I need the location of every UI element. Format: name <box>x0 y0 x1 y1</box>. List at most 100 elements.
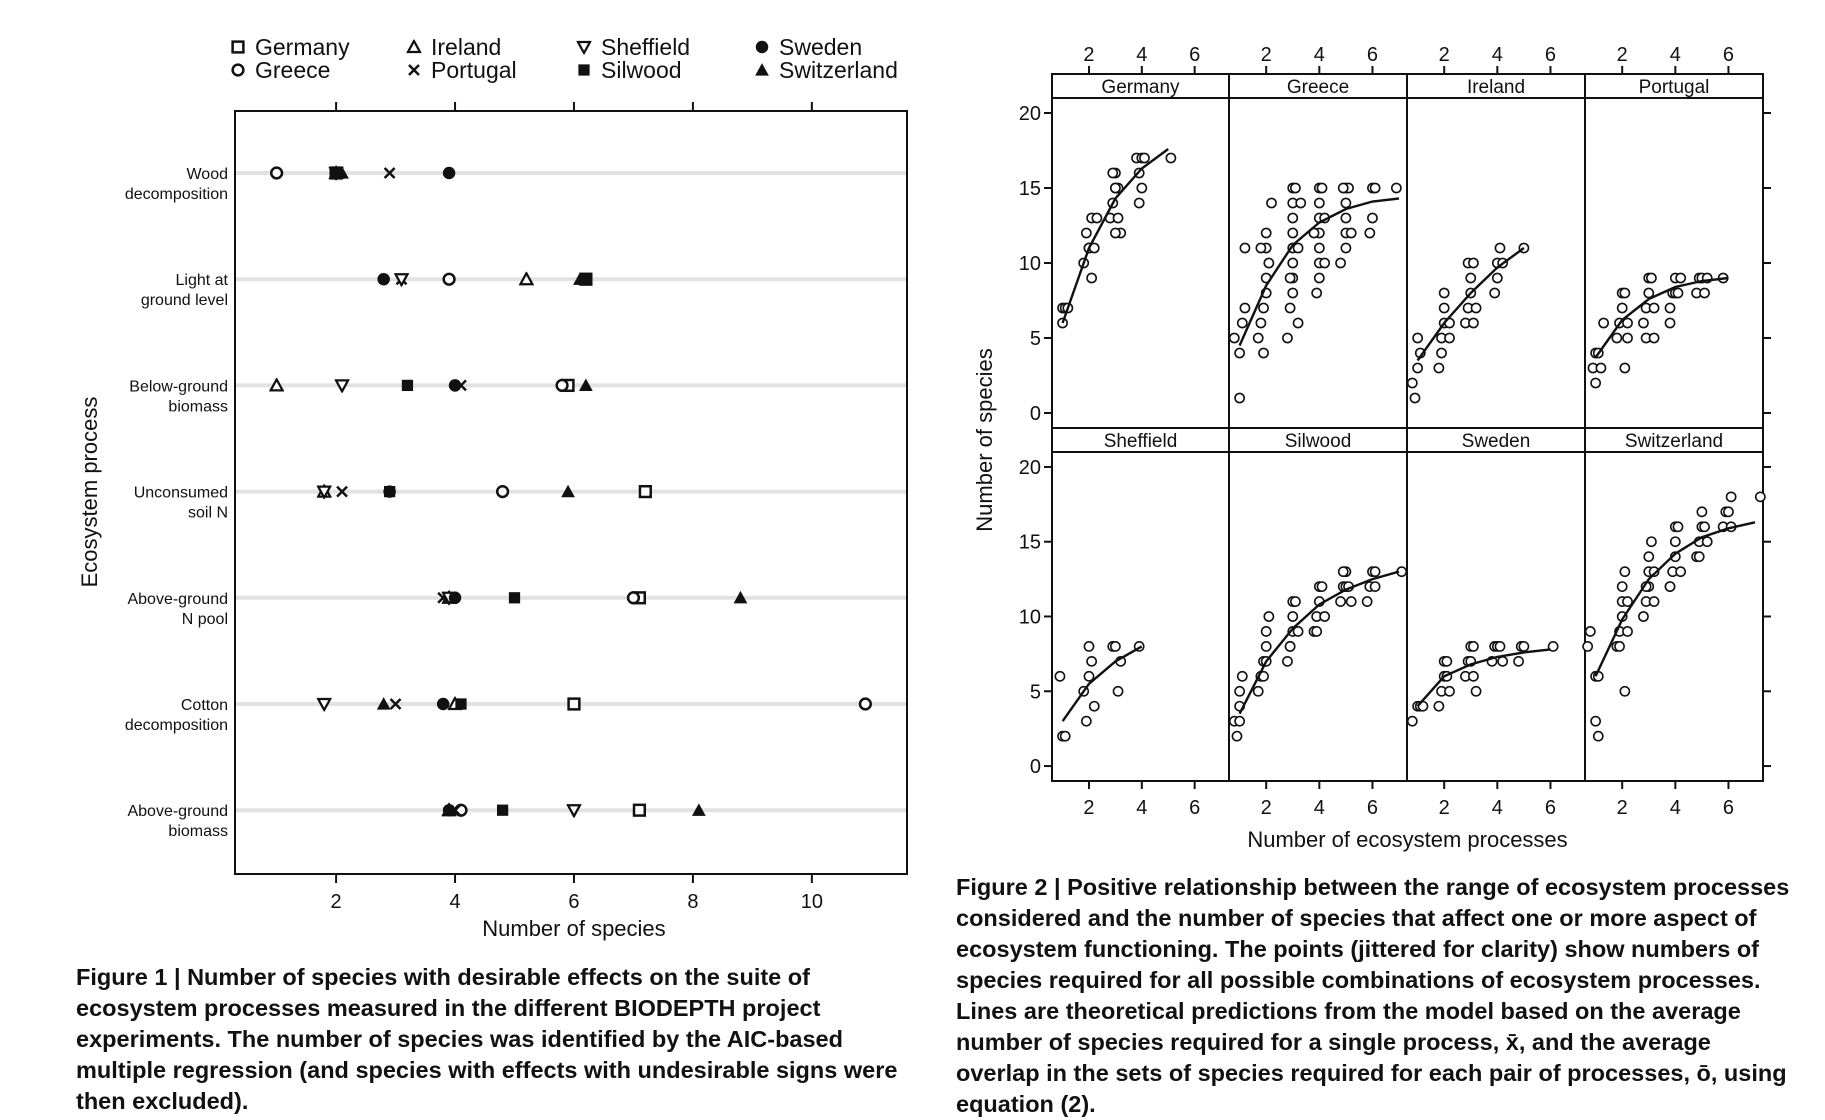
data-point-sheffield <box>1088 700 1100 712</box>
data-point-greece <box>858 697 872 711</box>
data-point-switzerland <box>1672 521 1684 533</box>
category-label-line1: Below-ground <box>129 378 228 395</box>
legend-label-switzerland: Switzerland <box>779 57 898 83</box>
data-point-switzerland <box>1638 611 1649 622</box>
y-tick-label: 15 <box>1019 178 1041 200</box>
data-point-sweden <box>1468 641 1479 652</box>
data-point-sweden <box>383 485 396 498</box>
y-tick-label: 20 <box>1019 103 1041 125</box>
data-point-greece <box>1292 317 1304 329</box>
category-label-line2: biomass <box>168 398 228 415</box>
data-point-silwood <box>1260 641 1272 652</box>
data-point-greece <box>1284 272 1296 284</box>
panel-frame <box>1584 97 1764 429</box>
x-tick-label-top: 6 <box>1723 44 1734 66</box>
y-tick-label: 10 <box>1019 253 1041 275</box>
data-point-greece <box>1292 242 1304 254</box>
legend-marker-greece <box>231 63 245 77</box>
data-point-greece <box>555 378 569 393</box>
data-point-sheffield <box>1110 641 1121 652</box>
panel-strip <box>1406 73 1586 99</box>
data-point-silwood <box>1282 655 1293 667</box>
data-point-switzerland <box>1582 641 1594 652</box>
data-point-ireland <box>1406 377 1418 389</box>
y-tick-label: 15 <box>1019 532 1041 554</box>
data-point-greece <box>1319 257 1331 269</box>
data-point-greece <box>1345 227 1357 239</box>
data-point-greece <box>1335 257 1346 269</box>
data-point-germany <box>1086 272 1098 284</box>
legend-label-greece: Greece <box>255 57 330 83</box>
figure-canvas: GermanyGreeceIrelandPortugalSheffieldSil… <box>77 34 1771 941</box>
data-point-portugal <box>1622 317 1633 329</box>
panel-title-ireland: Ireland <box>1467 77 1525 98</box>
data-point-portugal <box>1616 302 1628 314</box>
panel-title-sheffield: Sheffield <box>1104 431 1178 452</box>
x-tick-label: 4 <box>1136 797 1147 819</box>
data-point-portugal <box>1611 332 1623 344</box>
category-label-line2: decomposition <box>125 186 228 203</box>
data-point-greece <box>1228 332 1240 344</box>
data-point-greece <box>1255 242 1267 254</box>
figure2-caption-label: Figure 2 <box>956 874 1048 900</box>
x-tick-label: 4 <box>1492 797 1503 819</box>
x-tick-label: 4 <box>1314 797 1325 819</box>
category-label-line2: ground level <box>141 292 228 309</box>
data-point-greece <box>1390 182 1402 194</box>
data-point-sheffield <box>1083 670 1095 682</box>
data-point-sweden <box>1433 700 1445 712</box>
panel-frame <box>1584 451 1764 782</box>
data-point-portugal <box>1675 272 1687 284</box>
prediction-line-portugal <box>1594 276 1729 359</box>
legend-marker-germany <box>231 40 245 54</box>
category-label-line1: Above-ground <box>127 591 228 608</box>
y-axis-label: Number of species <box>972 348 997 531</box>
data-point-ireland <box>1494 242 1506 254</box>
y-axis-label: Ecosystem process <box>77 397 102 588</box>
data-point-switzerland <box>1669 536 1681 548</box>
data-point-portugal <box>1672 287 1684 299</box>
prediction-line-ireland <box>1416 247 1525 362</box>
data-point-portugal <box>1646 272 1657 284</box>
data-point-sweden <box>442 803 456 817</box>
data-point-greece <box>442 272 456 286</box>
prediction-line-greece <box>1238 197 1400 346</box>
data-point-switzerland <box>1584 626 1596 637</box>
data-point-greece <box>1290 182 1301 194</box>
category-label-line2: decomposition <box>125 717 228 734</box>
data-point-portugal <box>1595 362 1607 374</box>
data-point-greece <box>1287 212 1299 224</box>
data-point-germany <box>638 484 652 499</box>
data-point-greece <box>1287 227 1299 239</box>
data-point-portugal <box>1643 287 1655 299</box>
data-point-silwood <box>1290 596 1301 607</box>
data-point-greece <box>1340 212 1352 224</box>
data-point-greece <box>495 484 510 499</box>
data-point-silwood <box>455 698 467 710</box>
data-point-germany <box>1107 167 1119 179</box>
x-tick-label: 4 <box>449 891 460 913</box>
data-point-silwood <box>1292 626 1304 637</box>
data-point-switzerland <box>1590 715 1602 727</box>
legend-label-portugal: Portugal <box>431 57 517 83</box>
data-point-portugal <box>1699 287 1710 299</box>
legend-marker-sweden <box>755 40 769 54</box>
legend-label-ireland: Ireland <box>431 34 501 60</box>
panel-title-germany: Germany <box>1101 77 1180 98</box>
data-point-ireland <box>1468 317 1479 329</box>
figure1-plot: Wood decomposition Light at ground level Bel… <box>77 102 908 941</box>
x-tick-label: 6 <box>1545 797 1556 819</box>
x-tick-label: 2 <box>1261 797 1272 819</box>
data-point-greece <box>1295 197 1307 209</box>
data-point-germany <box>632 803 647 817</box>
data-point-greece <box>626 591 641 605</box>
data-point-switzerland <box>1614 641 1625 652</box>
panel-title-greece: Greece <box>1287 77 1349 98</box>
data-point-sweden <box>448 379 462 392</box>
panel-title-silwood: Silwood <box>1285 431 1352 452</box>
data-point-silwood <box>1260 626 1272 637</box>
data-point-silwood <box>1316 581 1328 592</box>
data-point-sweden <box>1494 641 1506 652</box>
panel-frame <box>1051 451 1230 782</box>
legend-label-germany: Germany <box>255 34 350 60</box>
